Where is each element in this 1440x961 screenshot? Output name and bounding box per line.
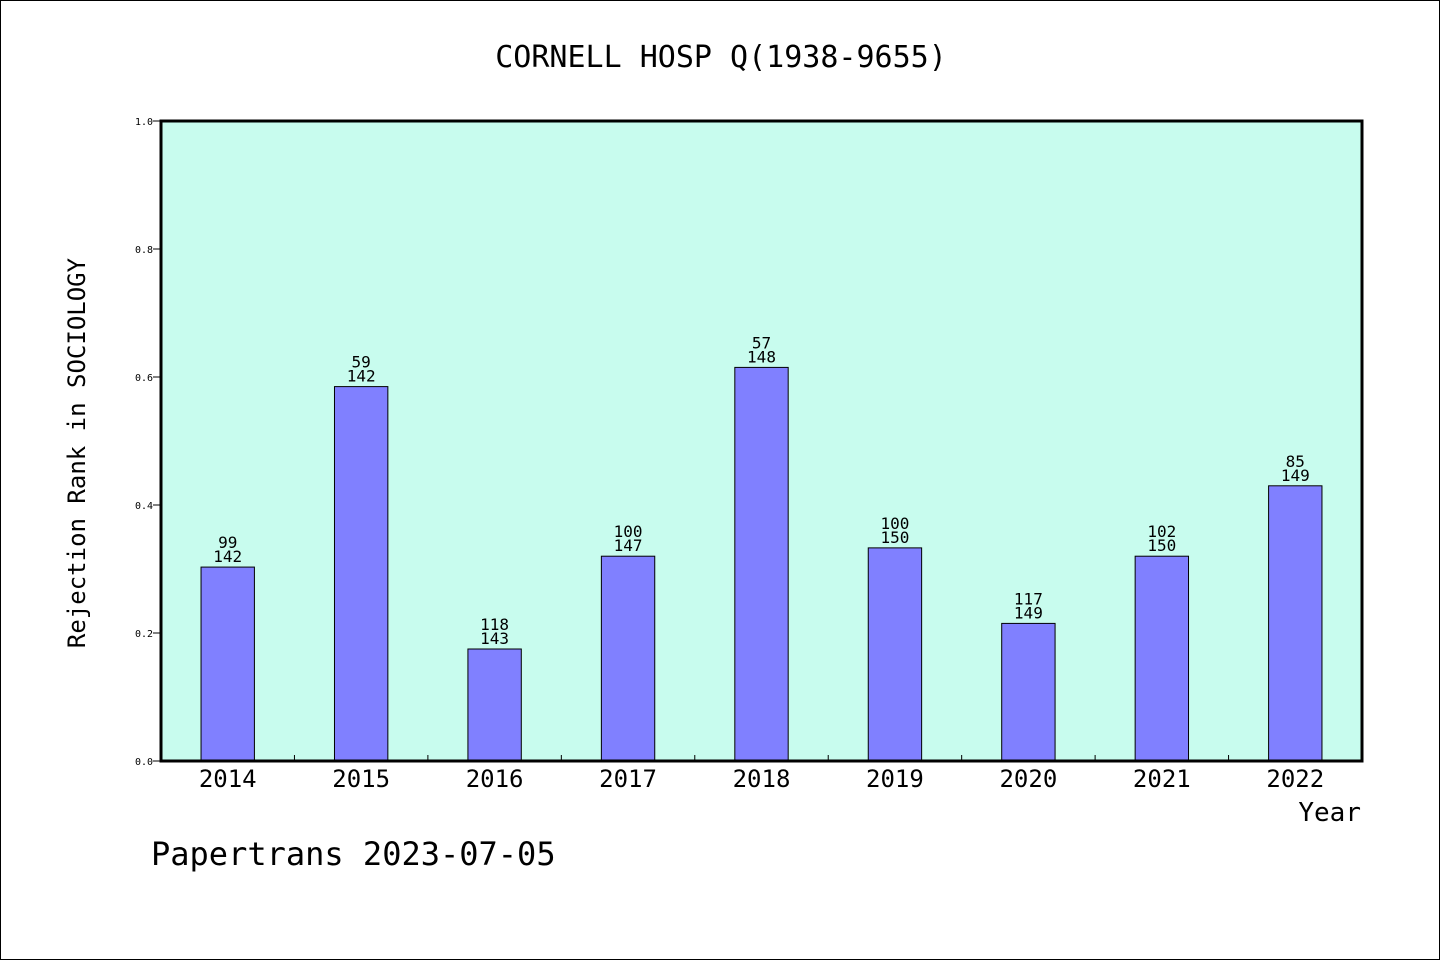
bar-2018	[734, 366, 789, 762]
bar-rank-label: 118	[480, 615, 509, 634]
bar-2021	[1134, 555, 1190, 762]
bar-rank-label: 59	[352, 353, 371, 372]
bar-rank-label: 85	[1286, 452, 1305, 471]
bar-2016	[467, 648, 522, 762]
bar-total-label: 142	[213, 547, 242, 566]
bar-total-label: 147	[614, 536, 643, 555]
x-tick-label: 2019	[866, 765, 924, 793]
bar-total-label: 149	[1014, 603, 1043, 622]
x-tick-label: 2016	[466, 765, 524, 793]
watermark-text: Papertrans 2023-07-05	[151, 835, 556, 873]
y-axis: 0.0 0.2 0.4 0.6 0.8 1.0	[135, 117, 161, 768]
y-axis-label: Rejection Rank in SOCIOLOGY	[63, 257, 91, 648]
bar-rank-label: 57	[752, 333, 771, 352]
bar-total-label: 148	[747, 347, 776, 366]
bar-total-label: 143	[480, 629, 509, 648]
x-axis: 2014 2015 2016 2017 2018 2019 2020 2021 2022	[199, 755, 1324, 793]
bar-2020	[1001, 622, 1056, 762]
bar-rank-label: 100	[880, 514, 909, 533]
bar-2022	[1268, 485, 1323, 762]
x-tick-label: 2018	[733, 765, 791, 793]
x-tick-label: 2017	[599, 765, 657, 793]
bar-rank-label: 102	[1147, 522, 1176, 541]
x-tick-label: 2015	[332, 765, 390, 793]
x-axis-label: Year	[1298, 798, 1361, 828]
bar-total-label: 149	[1281, 466, 1310, 485]
bar-series	[200, 366, 1323, 762]
y-tick-label: 0.2	[135, 629, 153, 640]
y-tick-label: 0.0	[135, 757, 153, 768]
bar-rank-label: 99	[218, 533, 237, 552]
bar-data-labels: 9914259142118143100147571481001501171491…	[213, 333, 1309, 648]
x-tick-label: 2021	[1133, 765, 1191, 793]
x-tick-label: 2020	[999, 765, 1057, 793]
bar-2014	[200, 566, 255, 762]
y-tick-label: 1.0	[135, 117, 153, 128]
bar-2015	[333, 386, 389, 762]
y-tick-label: 0.4	[135, 501, 153, 512]
bar-total-label: 150	[1147, 536, 1176, 555]
chart-title: CORNELL HOSP Q(1938-9655)	[495, 40, 947, 75]
bar-total-label: 142	[347, 367, 376, 386]
bar-2017	[600, 555, 656, 762]
y-tick-label: 0.8	[135, 245, 153, 256]
bar-2019	[867, 547, 923, 762]
plot-border	[159, 119, 1364, 763]
y-tick-label: 0.6	[135, 373, 153, 384]
x-tick-label: 2022	[1266, 765, 1324, 793]
bar-total-label: 150	[880, 528, 909, 547]
x-tick-label: 2014	[199, 765, 257, 793]
bar-rank-label: 117	[1014, 589, 1043, 608]
bar-rank-label: 100	[614, 522, 643, 541]
